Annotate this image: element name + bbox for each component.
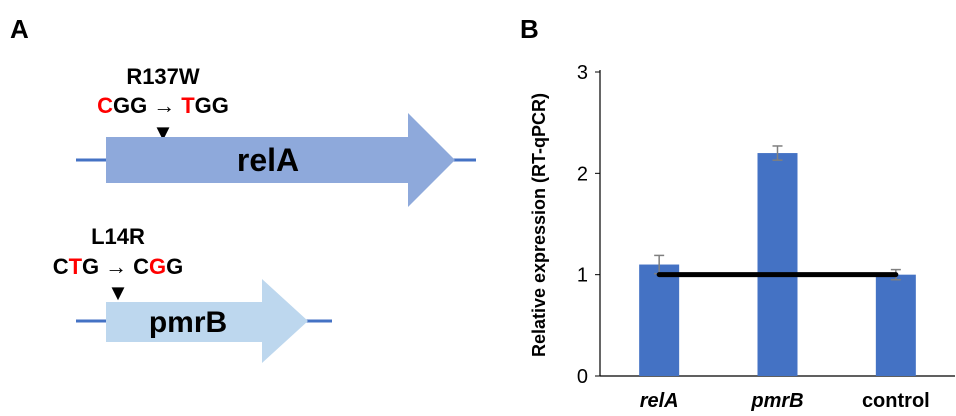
- bar-pmrB: [758, 153, 798, 376]
- y-tick-label: 1: [577, 265, 588, 287]
- rela-codon-arrow: →: [153, 93, 175, 118]
- bar-chart: 0 1 2 3 relA pmrB control: [577, 62, 955, 412]
- rela-codon-to-2: GG: [195, 93, 229, 118]
- rela-codon-change: CGG → TGG: [97, 93, 229, 118]
- pmrb-codon-to-3: G: [166, 254, 183, 279]
- category-label-pmrB: pmrB: [750, 390, 803, 412]
- pmrb-codon-change: CTG → CGG: [53, 254, 184, 279]
- pmrb-mutation-marker: ▼: [107, 280, 129, 305]
- category-label-control: control: [862, 390, 930, 412]
- y-tick-label: 2: [577, 163, 588, 185]
- pmrb-gene-name: pmrB: [149, 306, 227, 339]
- panel-b-label: B: [520, 14, 539, 44]
- pmrb-mutation-label: L14R: [91, 224, 145, 249]
- y-tick-label: 0: [577, 366, 588, 388]
- pmrb-codon-to-1: C: [133, 254, 149, 279]
- y-axis-title: Relative expression (RT-qPCR): [529, 93, 549, 357]
- pmrb-codon-arrow: →: [105, 254, 127, 279]
- rela-codon-from-1: C: [97, 93, 113, 118]
- rela-gene-name: relA: [237, 142, 299, 178]
- rela-codon-from-2: GG: [113, 93, 147, 118]
- rela-codon-to-1: T: [181, 93, 195, 118]
- gene-rela: R137W CGG → TGG ▼ relA: [76, 64, 476, 207]
- pmrb-codon-from-3: G: [82, 254, 99, 279]
- pmrb-codon-from-2: T: [69, 254, 83, 279]
- pmrb-codon-from-1: C: [53, 254, 69, 279]
- category-label-relA: relA: [640, 390, 679, 412]
- y-tick-label: 3: [577, 62, 588, 84]
- rela-mutation-label: R137W: [126, 64, 200, 89]
- bar-relA: [639, 265, 679, 376]
- panel-a-label: A: [10, 14, 29, 44]
- bar-control: [876, 275, 916, 376]
- gene-pmrb: L14R CTG → CGG ▼ pmrB: [53, 224, 332, 363]
- pmrb-codon-to-2: G: [149, 254, 166, 279]
